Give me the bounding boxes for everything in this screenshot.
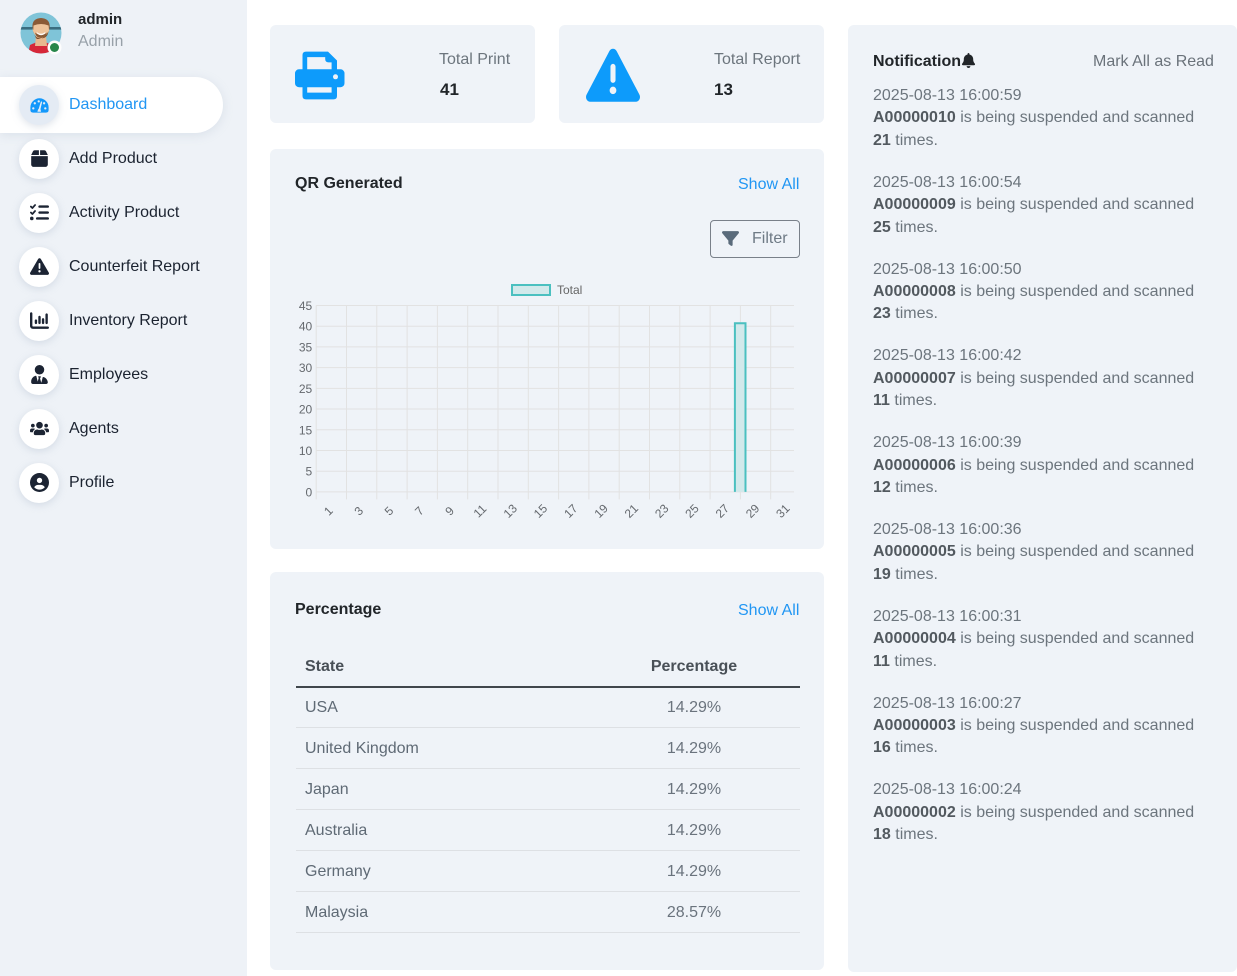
svg-text:19: 19	[591, 501, 611, 521]
svg-text:27: 27	[713, 501, 733, 521]
svg-text:15: 15	[299, 423, 313, 437]
svg-text:11: 11	[471, 501, 490, 520]
svg-text:13: 13	[501, 501, 521, 521]
svg-text:3: 3	[351, 504, 366, 519]
svg-text:29: 29	[743, 501, 763, 521]
svg-text:1: 1	[321, 504, 336, 519]
svg-text:17: 17	[561, 501, 581, 521]
svg-text:25: 25	[682, 501, 702, 521]
svg-text:31: 31	[773, 501, 793, 521]
svg-text:23: 23	[652, 501, 672, 521]
svg-text:5: 5	[382, 504, 397, 519]
svg-text:30: 30	[299, 361, 313, 375]
svg-text:9: 9	[442, 504, 457, 519]
svg-text:15: 15	[531, 501, 551, 521]
svg-text:40: 40	[299, 320, 313, 334]
svg-text:25: 25	[299, 382, 313, 396]
svg-text:0: 0	[306, 485, 313, 499]
svg-text:5: 5	[306, 465, 313, 479]
svg-text:45: 45	[299, 299, 313, 313]
svg-text:35: 35	[299, 340, 313, 354]
svg-text:7: 7	[412, 504, 427, 519]
svg-text:10: 10	[299, 444, 313, 458]
svg-text:20: 20	[299, 403, 313, 417]
svg-text:21: 21	[622, 501, 642, 521]
